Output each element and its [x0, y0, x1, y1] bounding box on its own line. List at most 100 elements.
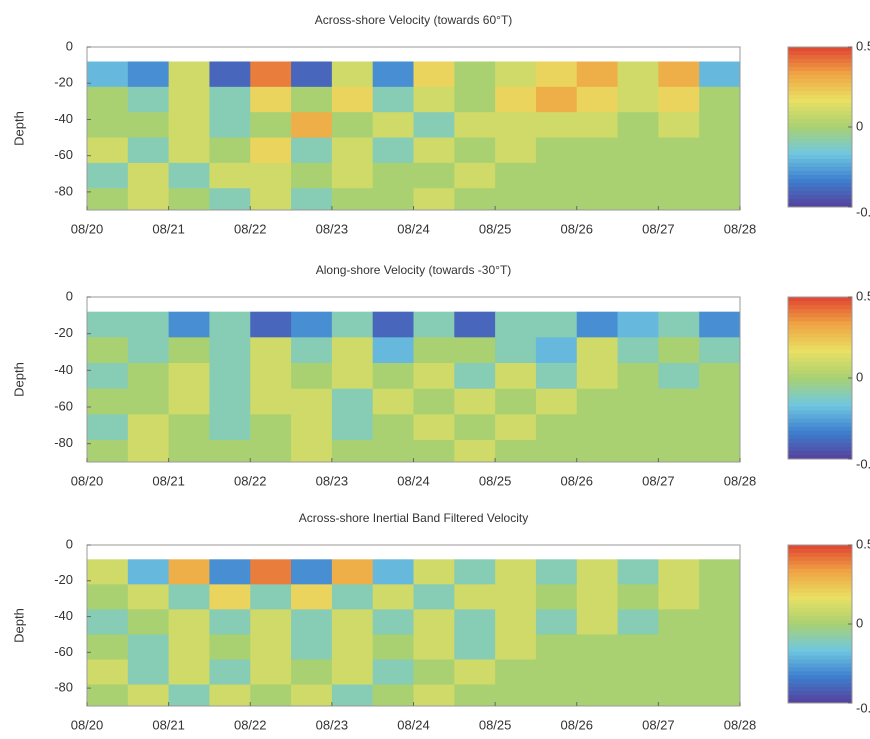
heatmap-cell: [454, 312, 495, 338]
heatmap-cell: [87, 440, 128, 463]
heatmap-cell: [87, 414, 128, 440]
heatmap-cell: [495, 584, 536, 610]
colorbar-segment: [788, 71, 852, 76]
heatmap-cell: [454, 112, 495, 138]
heatmap-cell: [169, 87, 210, 113]
colorbar-tick-label: 0: [856, 369, 863, 384]
heatmap-cell: [414, 337, 455, 363]
heatmap-cell: [250, 138, 291, 164]
heatmap-cell: [169, 112, 210, 138]
heatmap-cell: [414, 685, 455, 707]
heatmap-cell: [658, 559, 699, 585]
heatmap-cell: [658, 337, 699, 363]
colorbar-segment: [788, 451, 852, 456]
heatmap-cell: [209, 389, 250, 415]
heatmap-cell: [414, 414, 455, 440]
heatmap-cell: [618, 138, 659, 164]
heatmap-cell: [128, 337, 169, 363]
heatmap-cell: [618, 363, 659, 389]
colorbar-segment: [788, 91, 852, 96]
heatmap-cell: [618, 112, 659, 138]
colorbar-segment: [788, 569, 852, 573]
heatmap-cell: [169, 188, 210, 210]
heatmap-cell: [495, 163, 536, 189]
heatmap-cell: [699, 609, 740, 635]
heatmap-cell: [658, 659, 699, 685]
y-axis-label: Depth: [11, 608, 26, 643]
heatmap-cell: [536, 138, 577, 164]
heatmap-cell: [414, 87, 455, 113]
y-tick-label: 0: [66, 288, 73, 303]
x-tick-label: 08/27: [642, 221, 675, 236]
heatmap-cell: [454, 414, 495, 440]
heatmap-cell: [454, 389, 495, 415]
colorbar-segment: [788, 163, 852, 168]
heatmap-cell: [87, 138, 128, 164]
colorbar-segment: [788, 139, 852, 144]
heatmap-cell: [699, 61, 740, 87]
heatmap-cell: [495, 87, 536, 113]
heatmap-cell: [536, 337, 577, 363]
heatmap-cell: [332, 659, 373, 685]
colorbar-segment: [788, 47, 852, 52]
heatmap-cell: [495, 188, 536, 210]
heatmap-cell: [577, 87, 618, 113]
heatmap-cell: [128, 634, 169, 660]
heatmap-cell: [332, 389, 373, 415]
heatmap-cell: [618, 61, 659, 87]
heatmap-cell: [699, 685, 740, 707]
heatmap-cell: [87, 337, 128, 363]
y-axis-label: Depth: [11, 111, 26, 146]
heatmap-cell: [250, 584, 291, 610]
heatmap-cell: [618, 634, 659, 660]
heatmap-cell: [658, 312, 699, 338]
heatmap-cell: [699, 312, 740, 338]
colorbar-segment: [788, 553, 852, 557]
heatmap-cell: [87, 87, 128, 113]
heatmap-cell: [658, 685, 699, 707]
heatmap-cell: [87, 312, 128, 338]
heatmap-cell: [332, 163, 373, 189]
colorbar-segment: [788, 660, 852, 664]
heatmap-cell: [332, 584, 373, 610]
heatmap-cell: [209, 659, 250, 685]
heatmap-cell: [454, 87, 495, 113]
colorbar-segment: [788, 155, 852, 160]
colorbar-segment: [788, 183, 852, 188]
colorbar-segment: [788, 577, 852, 581]
heatmap-cell: [209, 61, 250, 87]
heatmap-cell: [291, 389, 332, 415]
heatmap-cell: [169, 312, 210, 338]
heatmap-cell: [454, 163, 495, 189]
heatmap-cell: [536, 112, 577, 138]
colorbar-segment: [788, 313, 852, 318]
x-tick-label: 08/28: [724, 717, 757, 732]
colorbar-segment: [788, 561, 852, 565]
heatmap-cell: [414, 584, 455, 610]
heatmap-cell: [169, 337, 210, 363]
heatmap-cell: [373, 659, 414, 685]
colorbar-segment: [788, 382, 852, 387]
colorbar-segment: [788, 423, 852, 428]
colorbar-segment: [788, 63, 852, 68]
colorbar-segment: [788, 687, 852, 691]
heatmap-cell: [169, 138, 210, 164]
colorbar-tick-label: 0: [856, 118, 863, 133]
heatmap-cell: [414, 609, 455, 635]
heatmap-cell: [373, 188, 414, 210]
heatmap-cell: [618, 609, 659, 635]
heatmap-cell: [373, 389, 414, 415]
heatmap-cell: [454, 609, 495, 635]
colorbar-segment: [788, 636, 852, 640]
colorbar-segment: [788, 329, 852, 334]
heatmap-cell: [495, 440, 536, 463]
heatmap-cell: [291, 414, 332, 440]
colorbar-segment: [788, 115, 852, 120]
heatmap-cell: [250, 363, 291, 389]
heatmap-cell: [332, 188, 373, 210]
heatmap-cell: [699, 87, 740, 113]
colorbar-segment: [788, 667, 852, 671]
colorbar-segment: [788, 545, 852, 549]
colorbar-segment: [788, 374, 852, 379]
heatmap-cell: [699, 584, 740, 610]
